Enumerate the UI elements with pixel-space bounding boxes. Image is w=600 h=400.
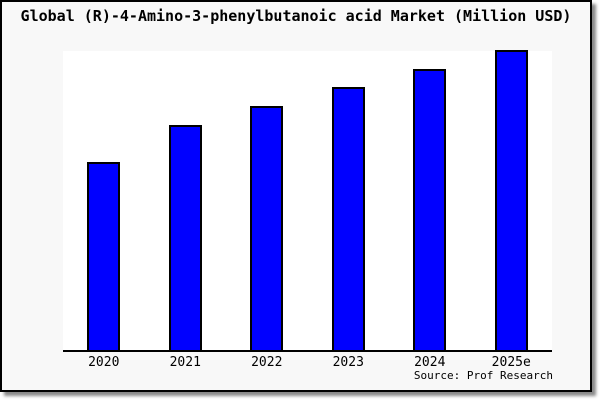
bar-band [471,50,553,350]
bar-2022 [250,106,284,350]
bar-band [63,51,145,350]
bar-2021 [168,125,202,350]
bar-band [145,51,227,350]
x-axis-labels: 2020 2021 2022 2023 2024 2025e [63,355,552,370]
x-tick-label-2020: 2020 [88,355,120,370]
bar-2025e [494,50,528,350]
x-tick-label-2024: 2024 [414,355,446,370]
bar-band [389,51,471,350]
x-tick-label-2023: 2023 [332,355,364,370]
bar-band [308,51,390,350]
chart-frame: Global (R)-4-Amino-3-phenylbutanoic acid… [0,0,592,392]
chart-title: Global (R)-4-Amino-3-phenylbutanoic acid… [20,7,572,25]
bar-2024 [413,69,447,350]
bar-2023 [331,87,365,350]
bars-container [63,50,553,350]
x-tick-label-2022: 2022 [251,355,283,370]
bar-2020 [87,162,121,350]
plot-area [63,50,553,352]
x-tick-label-2025e: 2025e [491,355,531,370]
x-tick-label-2021: 2021 [169,355,201,370]
bar-band [226,51,308,350]
source-credit: Source: Prof Research [413,369,553,382]
